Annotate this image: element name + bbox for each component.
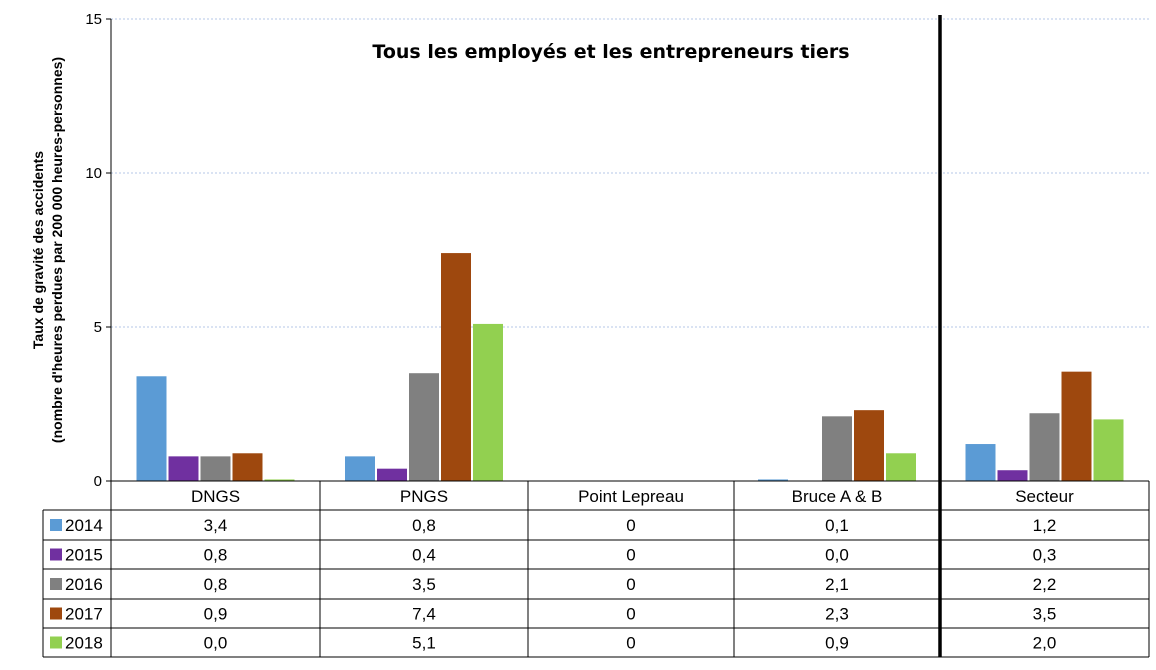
data-label: 0,8 (204, 546, 228, 565)
legend-key-2018 (50, 636, 62, 649)
bar-2016-3 (822, 416, 852, 481)
data-label: 0,0 (204, 634, 228, 653)
bar-2015-4 (997, 470, 1028, 481)
bar-2014-3 (758, 479, 788, 481)
bar-2018-0 (264, 479, 295, 481)
legend-label-2017: 2017 (65, 605, 103, 624)
bar-2015-0 (168, 456, 199, 481)
y-tick-label: 10 (85, 165, 102, 182)
data-label: 0,4 (412, 546, 436, 565)
legend-key-2016 (50, 578, 62, 590)
data-label: 0,9 (825, 634, 849, 653)
data-label: 0,8 (412, 516, 436, 535)
bar-2014-1 (345, 456, 375, 481)
data-label: 2,0 (1033, 634, 1057, 653)
legend-key-2014 (50, 519, 62, 531)
bar-2017-3 (854, 410, 884, 481)
bar-2014-4 (965, 444, 996, 481)
legend-label-2015: 2015 (65, 546, 103, 565)
data-label: 2,1 (825, 575, 849, 594)
data-label: 7,4 (412, 605, 436, 624)
bar-2018-1 (473, 323, 503, 481)
legend-label-2014: 2014 (65, 516, 103, 535)
category-label: Point Lepreau (578, 487, 684, 506)
category-label: PNGS (400, 487, 448, 506)
data-label: 0,3 (1033, 546, 1057, 565)
data-label: 0,1 (825, 516, 849, 535)
bar-2017-4 (1061, 371, 1092, 481)
category-label: DNGS (191, 487, 240, 506)
category-label: Bruce A & B (792, 487, 883, 506)
data-label: 3,4 (204, 516, 228, 535)
data-label: 1,2 (1033, 516, 1057, 535)
data-label: 2,3 (825, 605, 849, 624)
bar-2015-1 (377, 468, 407, 481)
data-label: 0 (626, 634, 635, 653)
y-axis-label-line1: Taux de gravité des accidents (30, 151, 46, 349)
data-label: 0,9 (204, 605, 228, 624)
data-label: 0 (626, 516, 635, 535)
data-label: 0 (626, 605, 635, 624)
legend-label-2018: 2018 (65, 634, 103, 653)
bar-2016-1 (409, 373, 439, 481)
data-label: 0,8 (204, 575, 228, 594)
data-label: 3,5 (412, 575, 436, 594)
category-label: Secteur (1015, 487, 1074, 506)
y-tick-label: 0 (94, 473, 102, 490)
legend-key-2015 (50, 548, 62, 561)
data-label: 0 (626, 575, 635, 594)
data-label: 3,5 (1033, 605, 1057, 624)
bar-2014-0 (136, 376, 167, 481)
bar-2016-0 (200, 456, 231, 481)
data-label: 0 (626, 546, 635, 565)
legend-label-2016: 2016 (65, 575, 103, 594)
data-label: 5,1 (412, 634, 436, 653)
data-label: 2,2 (1033, 575, 1057, 594)
bar-2018-3 (886, 453, 916, 481)
y-tick-label: 5 (94, 319, 102, 336)
bar-2017-1 (441, 253, 471, 481)
bar-2016-4 (1029, 413, 1060, 481)
y-axis-label-line2: (nombre d'heures perdues par 200 000 heu… (49, 57, 65, 443)
data-label: 0,0 (825, 546, 849, 565)
y-tick-label: 15 (85, 11, 102, 28)
bar-2017-0 (232, 453, 263, 481)
chart-title: Tous les employés et les entrepreneurs t… (372, 41, 849, 63)
bar-2018-4 (1093, 419, 1124, 481)
legend-key-2017 (50, 607, 62, 620)
